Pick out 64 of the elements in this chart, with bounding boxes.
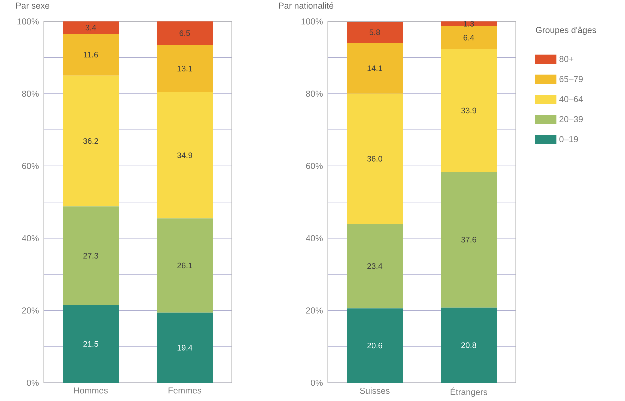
legend-label: 65–79 (560, 76, 583, 82)
y-tick-label: 40% (22, 235, 39, 242)
y-tick-label: 80% (22, 90, 39, 97)
data-label: 5.8 (370, 30, 380, 36)
data-label: 27.3 (84, 253, 98, 259)
data-label: 23.4 (368, 263, 383, 270)
data-label: 37.6 (462, 237, 476, 243)
data-label: 20.8 (462, 342, 476, 348)
y-tick-label: 40% (306, 235, 323, 242)
data-label: 13.1 (178, 66, 192, 72)
data-label: 11.6 (84, 52, 98, 58)
bar (157, 312, 213, 383)
bar (347, 94, 404, 224)
y-tick-label: 100% (18, 18, 39, 25)
bar (347, 22, 404, 43)
chart-title: Par sexe (16, 2, 50, 9)
legend-label: 0–19 (560, 136, 578, 143)
y-tick-label: 60% (306, 163, 323, 170)
data-label: 14.1 (368, 66, 382, 72)
bar (157, 92, 213, 219)
bar (347, 224, 404, 309)
bar (441, 308, 497, 383)
y-tick-label: 60% (22, 163, 39, 170)
chart-title: Par nationalité (279, 2, 334, 9)
data-label: 1.3 (464, 21, 474, 27)
bar (63, 76, 120, 207)
y-tick-label: 0% (27, 380, 39, 386)
x-tick-label: Hommes (74, 388, 108, 394)
bar (347, 308, 404, 383)
data-label: 34.9 (178, 152, 192, 158)
data-label: 36.2 (84, 138, 98, 144)
x-tick-label: Suisses (360, 388, 390, 394)
y-tick-label: 20% (306, 308, 323, 314)
data-label: 26.1 (178, 262, 192, 269)
y-tick-label: 0% (311, 380, 323, 386)
data-label: 19.4 (178, 345, 193, 351)
data-label: 20.6 (368, 342, 382, 349)
bar (157, 45, 213, 92)
legend-label: 80+ (560, 56, 574, 62)
bar (441, 49, 497, 172)
y-tick-label: 100% (302, 18, 323, 25)
data-label: 33.9 (462, 108, 476, 114)
legend-label: 40–64 (560, 96, 584, 102)
bar (441, 172, 497, 308)
x-tick-label: Femmes (168, 388, 202, 394)
data-label: 6.5 (180, 30, 190, 36)
data-label: 6.4 (464, 35, 474, 41)
bar (63, 206, 120, 306)
bar (441, 22, 497, 26)
bar (441, 26, 497, 50)
x-tick-label: Étrangers (450, 388, 488, 398)
legend-label: 20–39 (560, 116, 583, 122)
bar (347, 42, 404, 94)
data-label: 3.4 (86, 24, 96, 31)
bar (157, 218, 213, 313)
data-label: 21.5 (84, 341, 98, 347)
legend-title: Groupes d'âges (536, 26, 596, 36)
bar (157, 22, 213, 46)
bar (63, 305, 120, 383)
bar (63, 22, 120, 34)
data-label: 36.0 (368, 156, 382, 162)
y-tick-label: 20% (22, 308, 39, 314)
bar (63, 34, 120, 76)
y-tick-label: 80% (306, 90, 323, 97)
